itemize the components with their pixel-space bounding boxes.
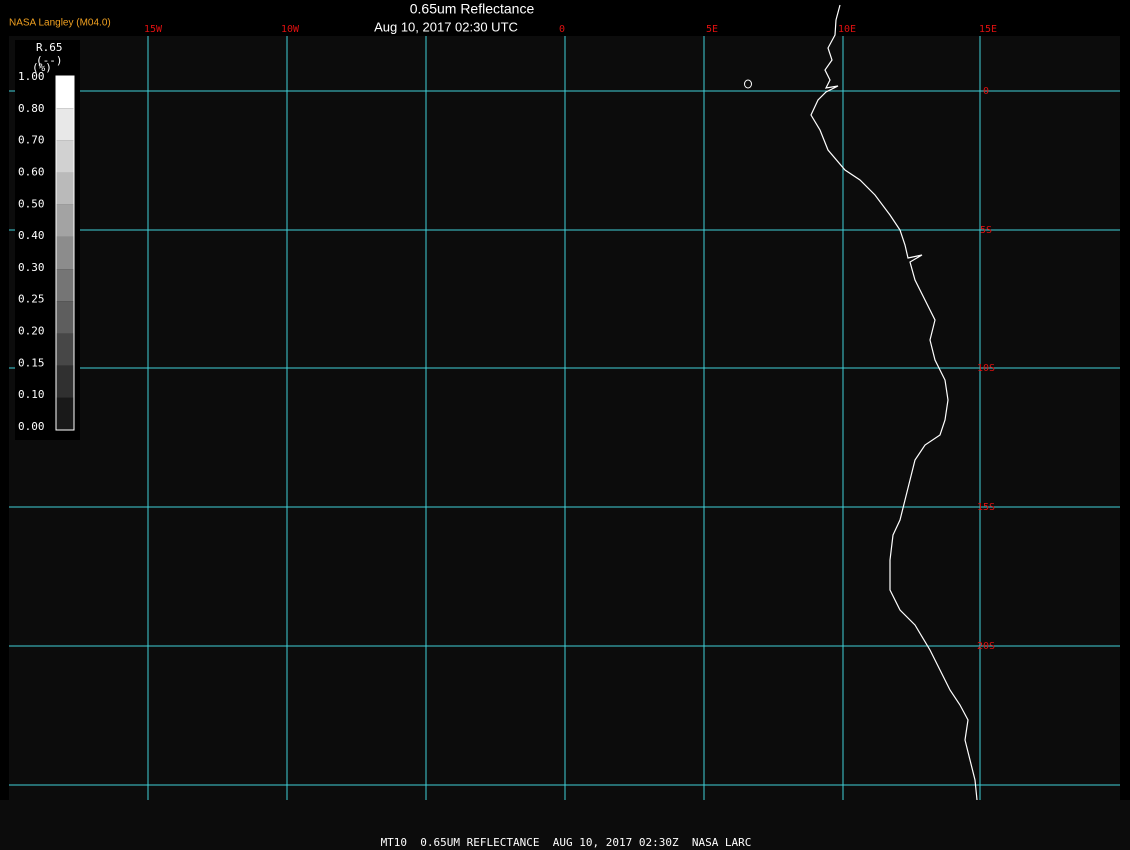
- latitude-label: 0: [983, 86, 989, 97]
- source-label: NASA Langley (M04.0): [9, 18, 111, 29]
- colorbar-label: 0.25: [18, 293, 45, 306]
- colorbar: 1.00 0.80 0.70 0.60 0.50 0.40 0.30 0.25 0.20 0.15…: [18, 70, 75, 433]
- colorbar-label: 0.40: [18, 229, 45, 242]
- colorbar-step: [56, 172, 74, 205]
- colorbar-label: 0.30: [18, 261, 45, 274]
- colorbar-step: [56, 236, 74, 270]
- colorbar-label: 0.10: [18, 388, 45, 401]
- island: [744, 79, 752, 89]
- colorbar-frame: [55, 75, 75, 431]
- colorbar-step: [56, 269, 74, 302]
- colorbar-unit2: (%): [32, 61, 52, 74]
- latitude-label: 20S: [977, 641, 995, 652]
- colorbar-step: [56, 365, 74, 398]
- colorbar-label: 0.60: [18, 165, 45, 178]
- latitude-label: 5S: [980, 225, 992, 236]
- longitude-label: 15E: [979, 24, 997, 35]
- footer: MT10 0.65UM REFLECTANCE AUG 10, 2017 02:…: [381, 836, 752, 849]
- colorbar-label: 1.00: [18, 70, 45, 83]
- title: 0.65um Reflectance: [410, 1, 535, 17]
- longitude-label: 10W: [281, 24, 300, 35]
- colorbar-step: [56, 76, 74, 109]
- colorbar-label: 0.70: [18, 134, 45, 147]
- colorbar-label: 0.00: [18, 420, 45, 433]
- colorbar-step: [56, 204, 74, 237]
- graticule: [9, 36, 1120, 800]
- longitude-label: 0: [559, 24, 565, 35]
- colorbar-step: [56, 140, 74, 173]
- colorbar-name: R.65: [36, 41, 63, 54]
- latitude-label: 10S: [977, 363, 995, 374]
- longitude-label: 15W: [144, 24, 163, 35]
- latitude-label: 15S: [977, 502, 995, 513]
- colorbar-step: [56, 301, 74, 334]
- colorbar-label: 0.50: [18, 197, 45, 210]
- colorbar-label: 0.80: [18, 102, 45, 115]
- datetime: Aug 10, 2017 02:30 UTC: [374, 19, 518, 34]
- colorbar-step: [56, 333, 74, 366]
- longitude-label: 10E: [838, 24, 856, 35]
- colorbar-label: 0.15: [18, 356, 45, 369]
- colorbar-unit: (--): [36, 54, 63, 67]
- longitude-label: 5E: [706, 24, 718, 35]
- colorbar-step: [56, 397, 74, 430]
- colorbar-label: 0.20: [18, 325, 45, 338]
- footer-bg: [0, 800, 1130, 850]
- colorbar-step: [56, 108, 74, 141]
- coastline: [810, 4, 978, 801]
